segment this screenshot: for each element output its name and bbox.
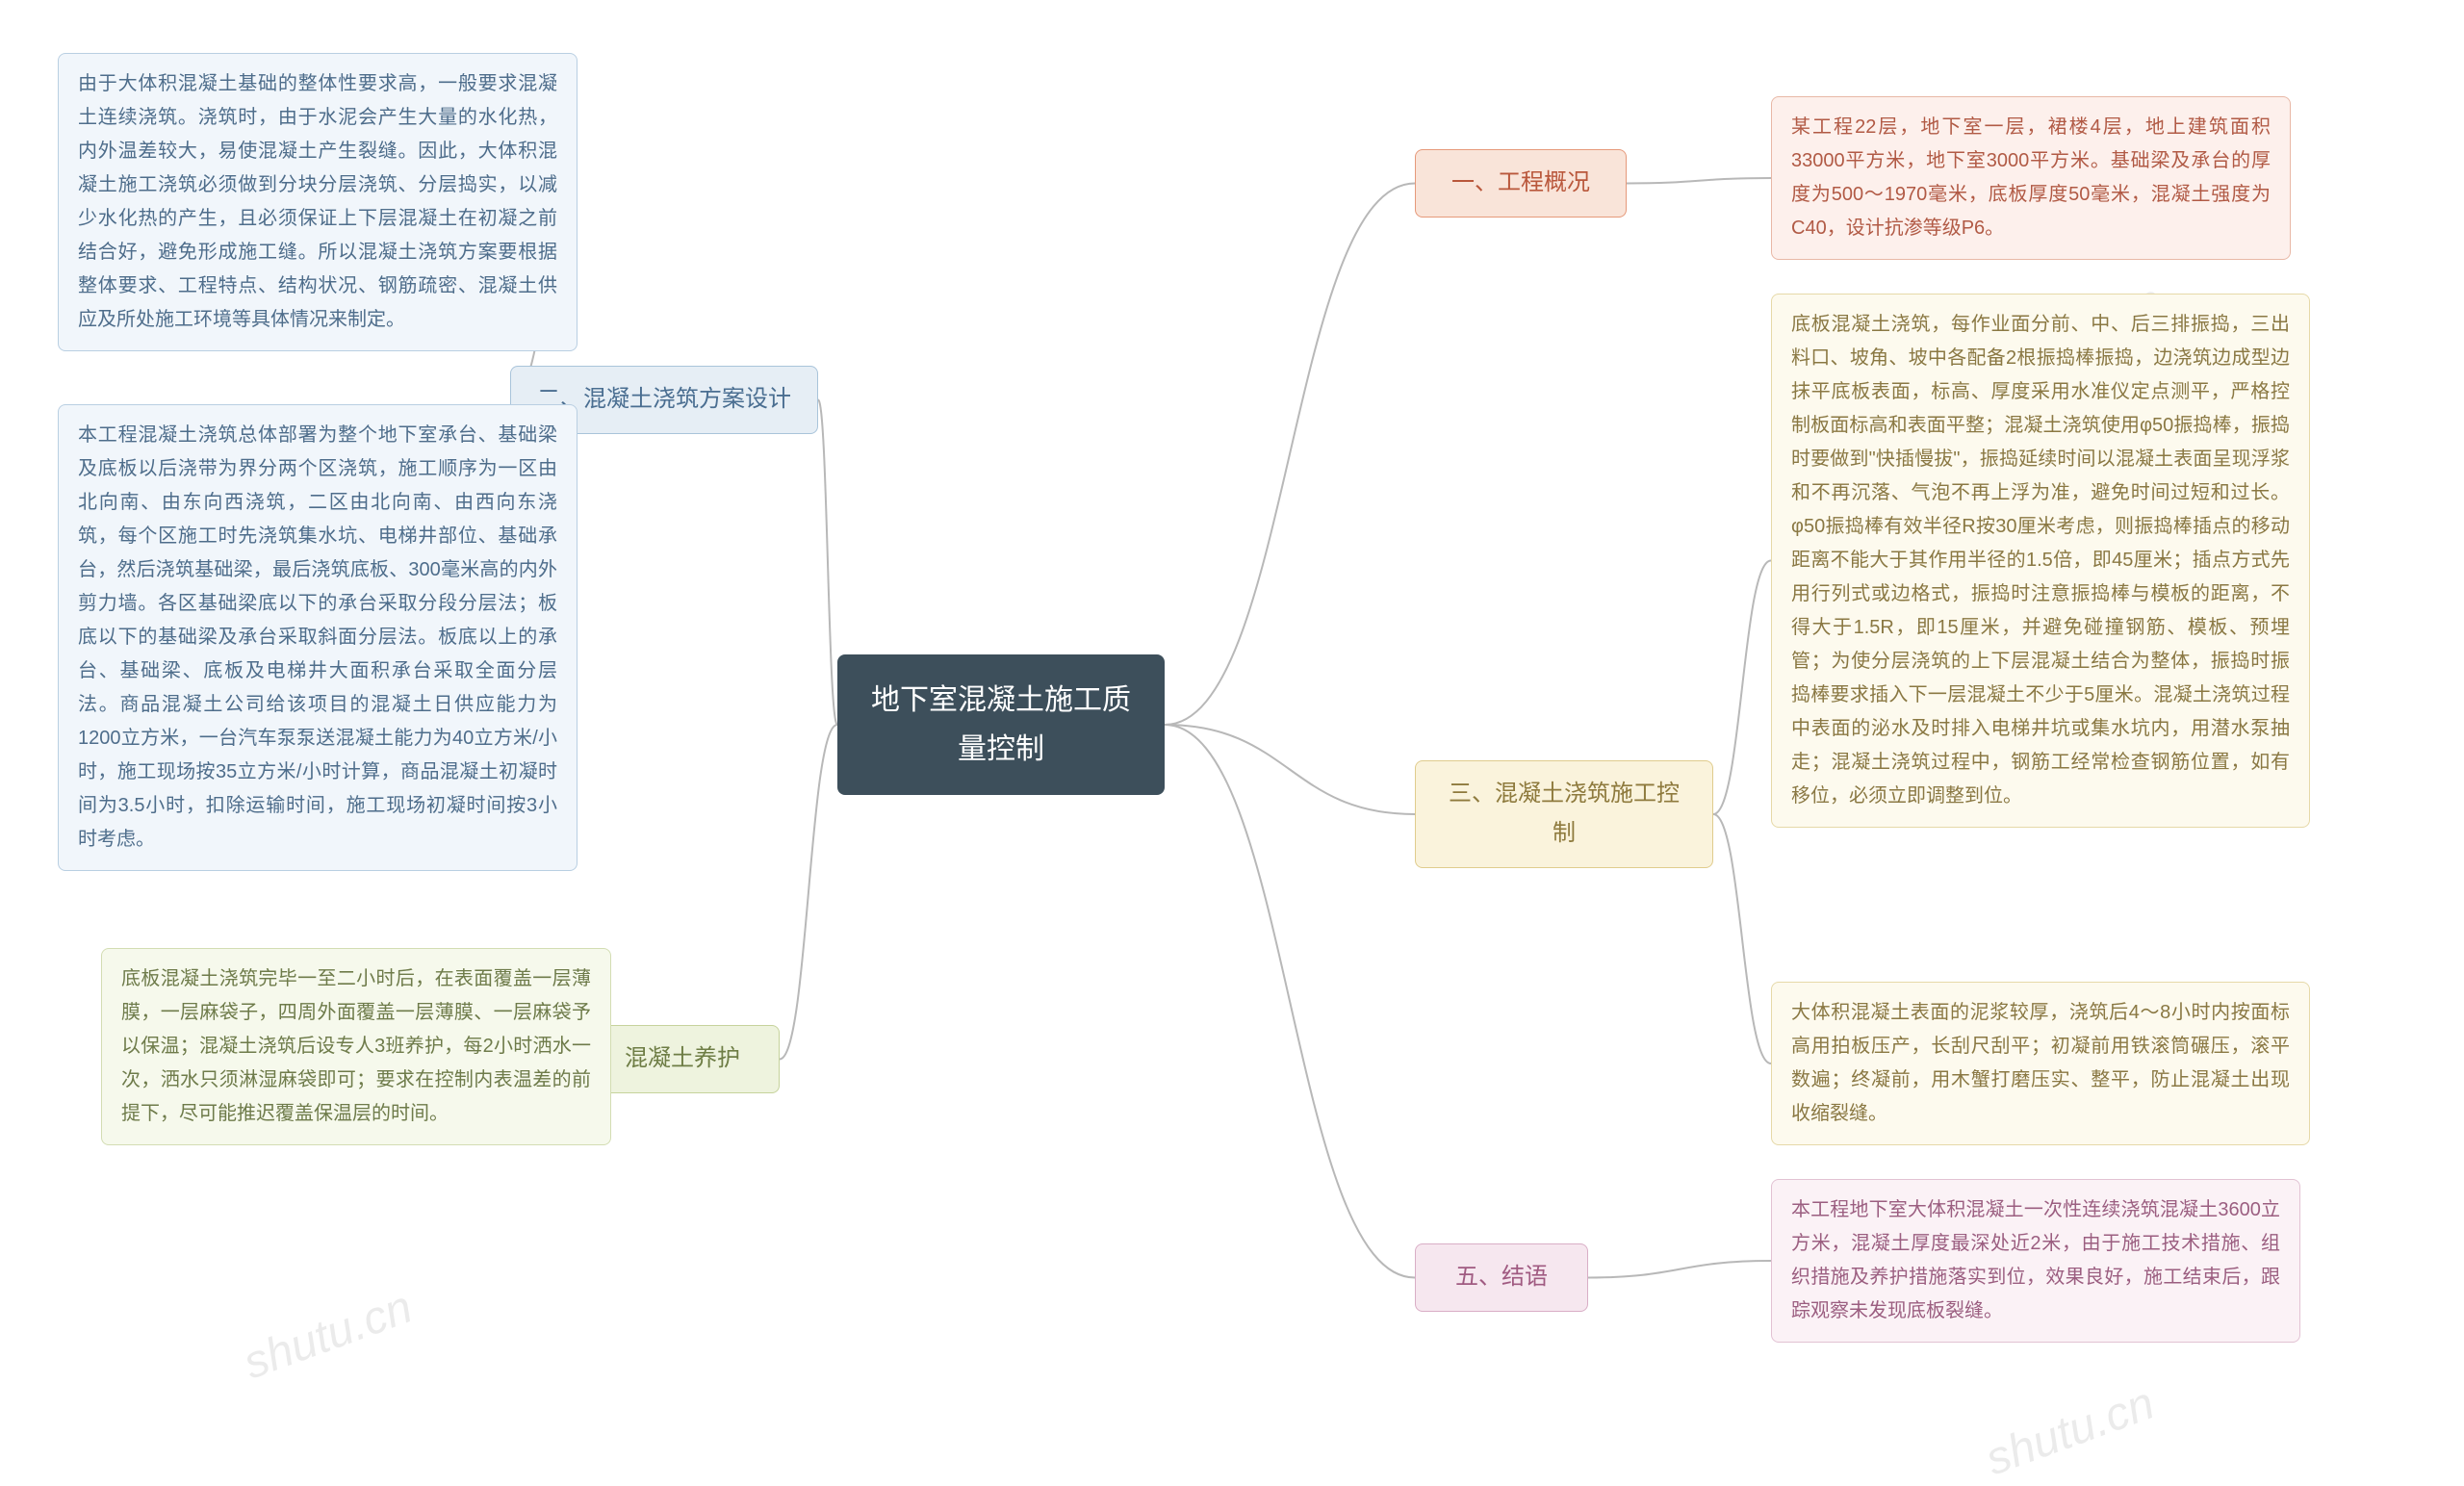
leaf-node[interactable]: 底板混凝土浇筑，每作业面分前、中、后三排振捣，三出料口、坡角、坡中各配备2根振捣… — [1771, 294, 2310, 828]
branch-node[interactable]: 三、混凝土浇筑施工控制 — [1415, 760, 1713, 868]
branch-node[interactable]: 一、工程概况 — [1415, 149, 1627, 218]
leaf-node[interactable]: 本工程地下室大体积混凝土一次性连续浇筑混凝土3600立方米，混凝土厚度最深处近2… — [1771, 1179, 2300, 1343]
leaf-node[interactable]: 本工程混凝土浇筑总体部署为整个地下室承台、基础梁及底板以后浇带为界分两个区浇筑，… — [58, 404, 578, 871]
leaf-node[interactable]: 大体积混凝土表面的泥浆较厚，浇筑后4～8小时内按面标高用拍板压产，长刮尺刮平；初… — [1771, 982, 2310, 1145]
leaf-node[interactable]: 底板混凝土浇筑完毕一至二小时后，在表面覆盖一层薄膜，一层麻袋子，四周外面覆盖一层… — [101, 948, 611, 1145]
branch-node[interactable]: 五、结语 — [1415, 1243, 1588, 1312]
leaf-node[interactable]: 某工程22层，地下室一层，裙楼4层，地上建筑面积33000平方米，地下室3000… — [1771, 96, 2291, 260]
watermark: shutu.cn — [237, 1281, 419, 1391]
leaf-node[interactable]: 由于大体积混凝土基础的整体性要求高，一般要求混凝土连续浇筑。浇筑时，由于水泥会产… — [58, 53, 578, 351]
watermark: shutu.cn — [1979, 1377, 2161, 1486]
center-node[interactable]: 地下室混凝土施工质量控制 — [837, 654, 1165, 795]
